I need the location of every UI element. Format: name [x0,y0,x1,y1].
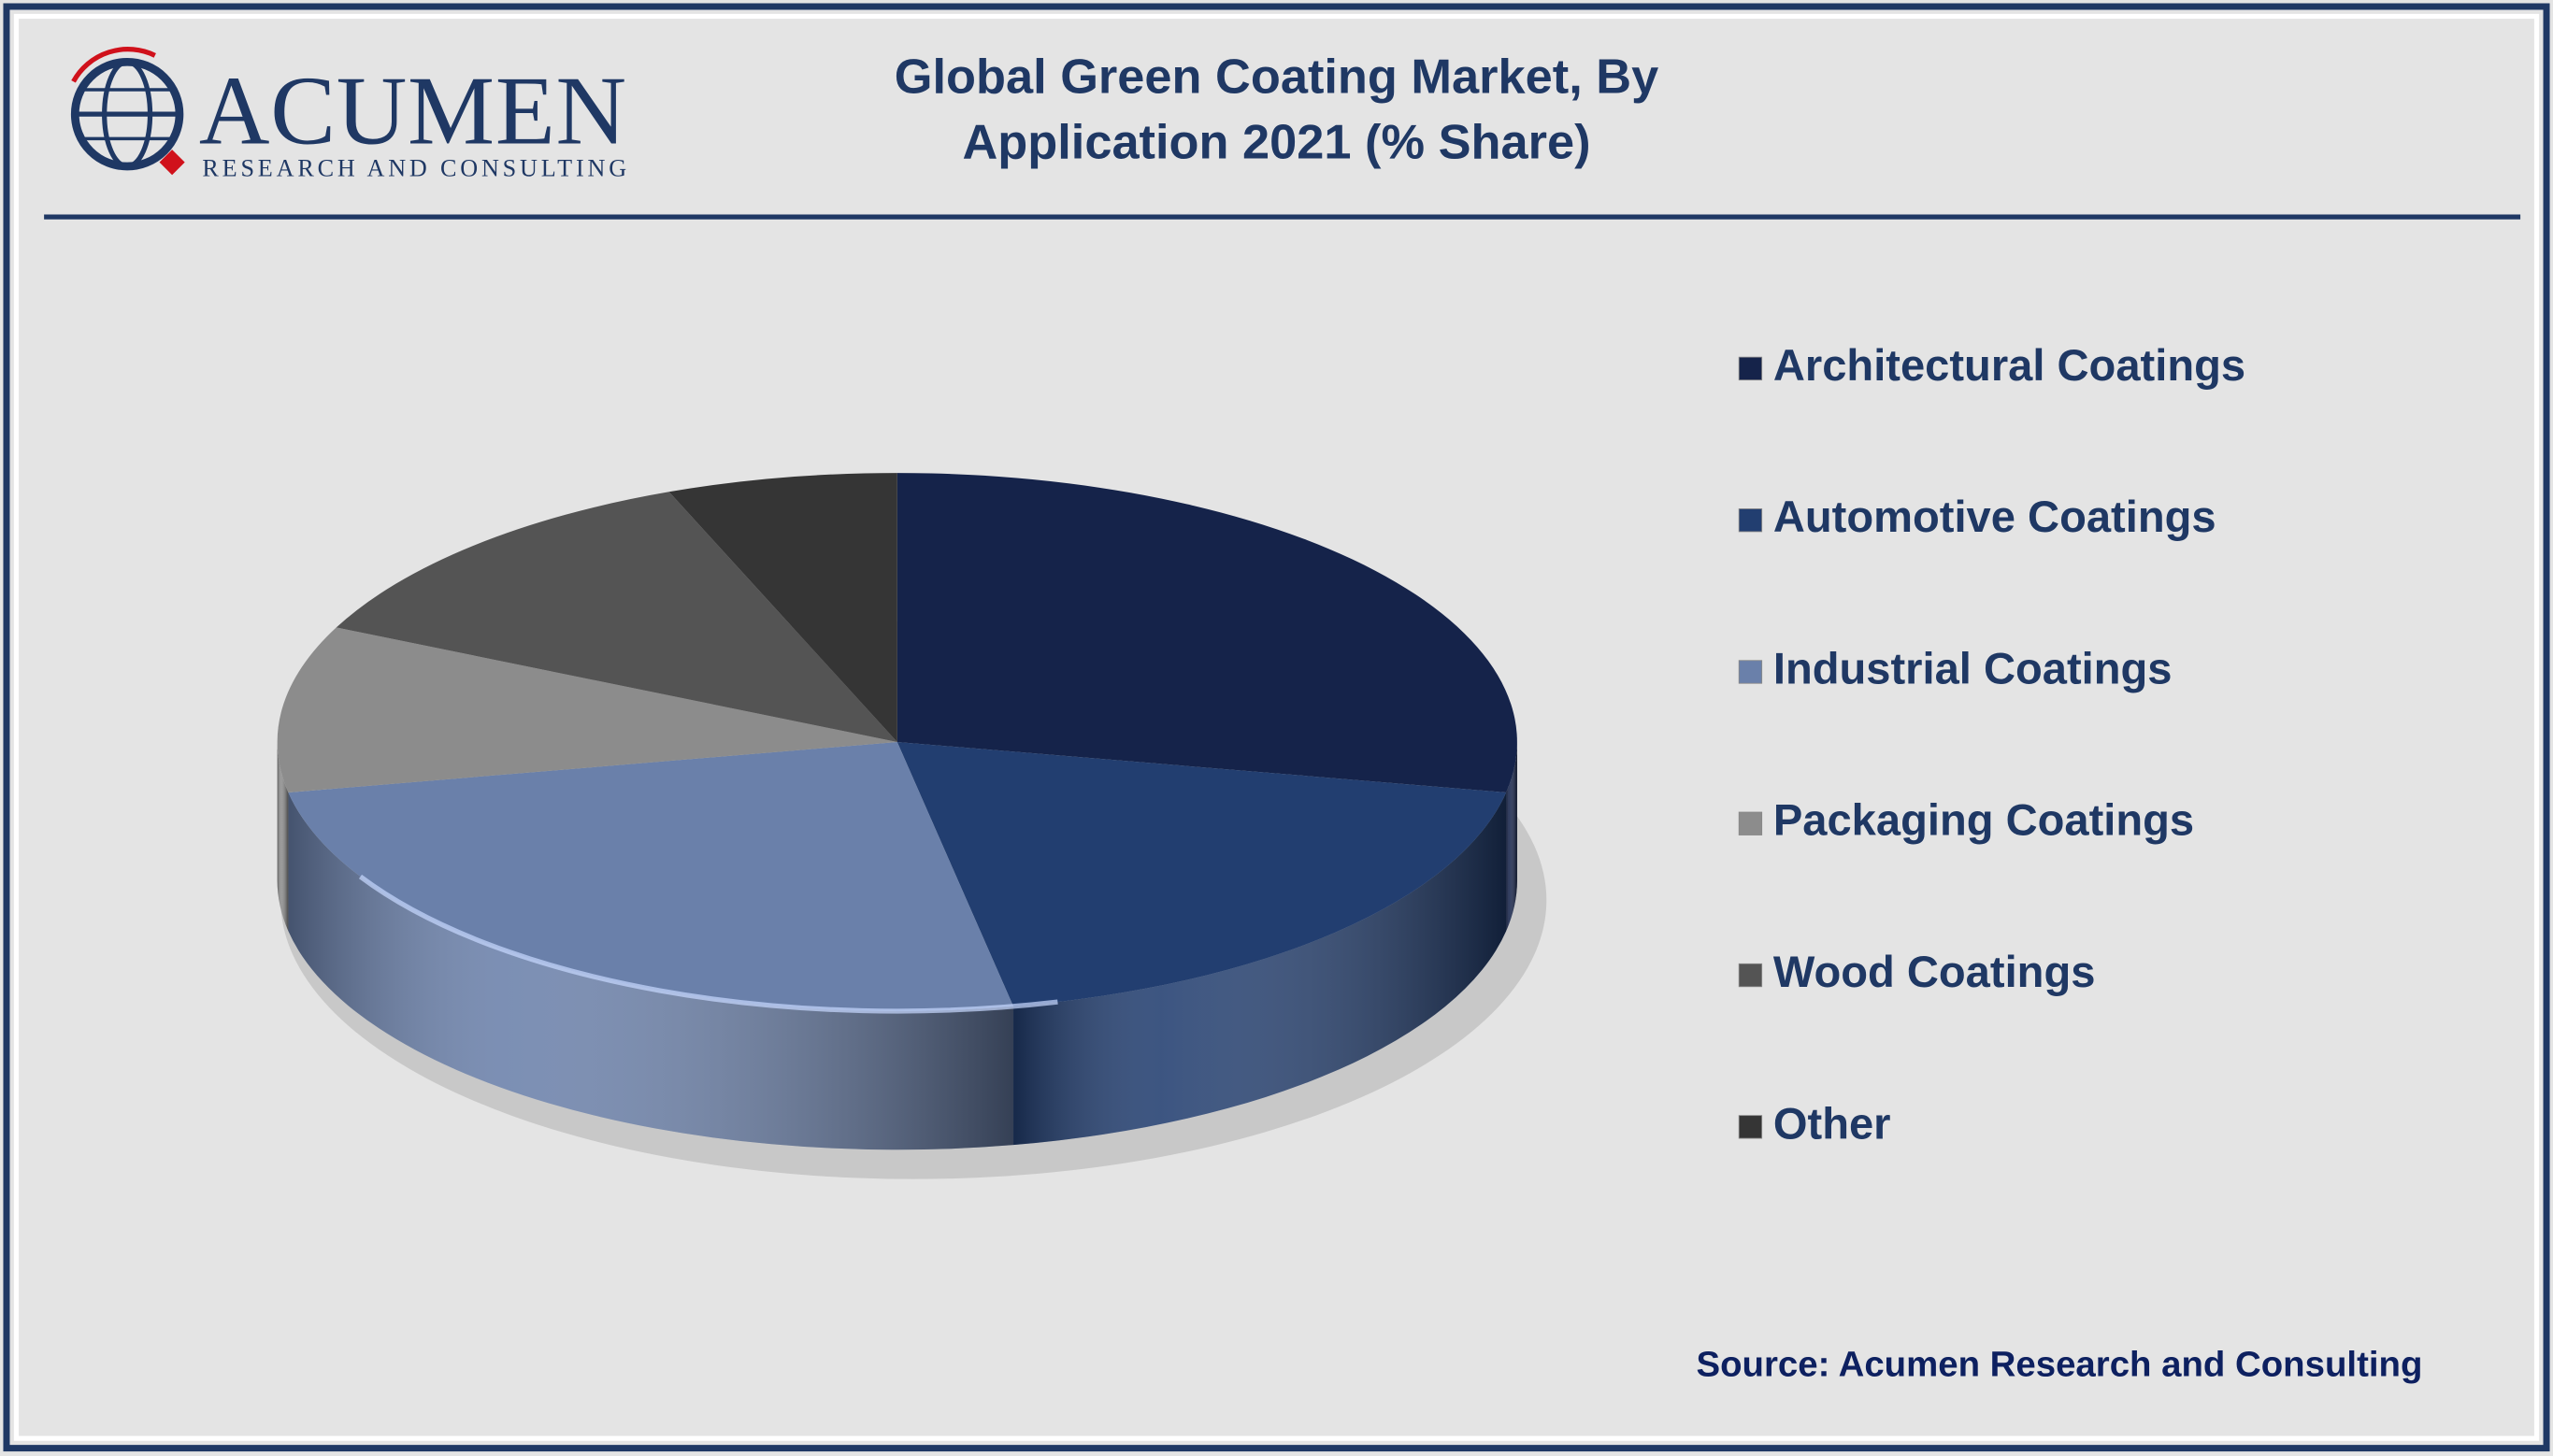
slice-side-shade [277,742,289,932]
pie [277,473,1547,1179]
legend-swatch [1738,1115,1763,1139]
legend: Architectural Coatings Automotive Coating… [1738,340,2245,1148]
slice [896,742,1507,1006]
legend-label: Automotive Coatings [1773,492,2216,541]
frame-inner [13,13,2540,1441]
chart-title: Global Green Coating Market, By Applicat… [894,50,1659,170]
slice [288,742,1014,1011]
legend-swatch [1738,508,1763,533]
slice-side-shade [1013,792,1507,1146]
logo-arc [71,47,156,83]
logo: ACUMEN RESEARCH AND CONSULTING [70,47,626,181]
source: Source: Acumen Research and Consulting [1697,1345,2423,1385]
slice [668,473,897,743]
title-box: Global Green Coating Market, By Applicat… [894,50,1659,170]
legend-label: Other [1773,1098,1891,1148]
logo-name: ACUMEN [199,57,626,165]
legend-label: Packaging Coatings [1773,795,2194,845]
slice [896,473,1517,792]
legend-label: Wood Coatings [1773,947,2096,996]
legend-swatch [1738,811,1763,835]
legend-label: Architectural Coatings [1773,340,2245,390]
legend-swatch [1738,356,1763,381]
slice-side-shade [288,792,1014,1150]
legend-swatch [1738,963,1763,988]
frame [3,3,2550,1452]
slice [277,627,897,792]
logo-tagline: RESEARCH AND CONSULTING [202,154,626,181]
slice-side-shade [1506,742,1517,932]
slice [336,492,897,743]
pie-highlight [358,874,1058,1014]
legend-label: Industrial Coatings [1773,643,2173,692]
legend-swatch [1738,660,1763,684]
